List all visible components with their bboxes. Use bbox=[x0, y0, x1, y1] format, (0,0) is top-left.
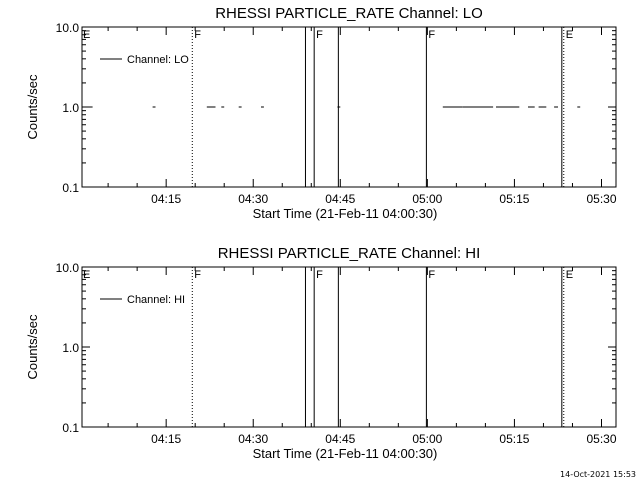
x-tick-label: 04:15 bbox=[151, 432, 181, 446]
flag-label: F bbox=[194, 29, 201, 41]
flag-label: E bbox=[566, 29, 573, 41]
chart-panel-1: RHESSI PARTICLE_RATE Channel: LO 0.1 1.0 10… bbox=[25, 5, 617, 221]
flag-label: E bbox=[83, 29, 90, 41]
y-axis-label: Counts/sec bbox=[25, 74, 40, 140]
x-tick-label: 04:45 bbox=[325, 192, 355, 206]
x-tick-label: 05:00 bbox=[412, 192, 442, 206]
x-tick-label: 05:15 bbox=[499, 432, 529, 446]
legend-label: Channel: HI bbox=[127, 294, 185, 306]
y-tick-label: 1.0 bbox=[62, 101, 79, 115]
x-axis-label: Start Time (21-Feb-11 04:00:30) bbox=[253, 206, 438, 221]
y-axis-label: Counts/sec bbox=[25, 314, 40, 380]
x-tick-label: 05:15 bbox=[499, 192, 529, 206]
y-tick-label: 10.0 bbox=[56, 21, 80, 35]
x-tick-label: 05:30 bbox=[586, 192, 616, 206]
x-tick-label: 05:30 bbox=[586, 432, 616, 446]
flag-label: F bbox=[194, 269, 201, 281]
flag-label: E bbox=[83, 269, 90, 281]
y-tick-label: 0.1 bbox=[62, 181, 79, 195]
flag-label: F bbox=[428, 29, 435, 41]
x-axis-label: Start Time (21-Feb-11 04:00:30) bbox=[253, 446, 438, 461]
x-tick-label: 04:30 bbox=[238, 192, 268, 206]
x-tick-label: 04:15 bbox=[151, 192, 181, 206]
plot-timestamp: 14-Oct-2021 15:53 bbox=[560, 470, 636, 479]
chart-title: RHESSI PARTICLE_RATE Channel: HI bbox=[218, 245, 481, 262]
y-tick-label: 10.0 bbox=[56, 261, 80, 275]
y-tick-label: 0.1 bbox=[62, 421, 79, 435]
x-tick-label: 04:45 bbox=[325, 432, 355, 446]
flag-label: E bbox=[566, 269, 573, 281]
flag-label: F bbox=[316, 269, 323, 281]
chart-panel-2: RHESSI PARTICLE_RATE Channel: HI 0.1 1.0 10… bbox=[25, 245, 617, 461]
flag-label: F bbox=[428, 269, 435, 281]
chart-title: RHESSI PARTICLE_RATE Channel: LO bbox=[215, 5, 483, 22]
y-tick-label: 1.0 bbox=[62, 341, 79, 355]
x-tick-label: 04:30 bbox=[238, 432, 268, 446]
plot-data-area bbox=[89, 27, 616, 187]
x-tick-label: 05:00 bbox=[412, 432, 442, 446]
flag-label: F bbox=[316, 29, 323, 41]
plot-data-area bbox=[191, 267, 565, 427]
legend-label: Channel: LO bbox=[127, 54, 189, 66]
